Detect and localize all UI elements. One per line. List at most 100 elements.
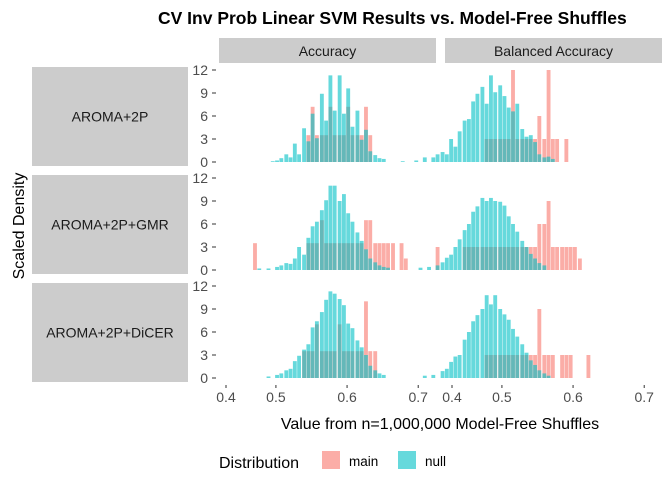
histogram-bar-null — [368, 151, 373, 162]
histogram-bar-null — [310, 327, 315, 378]
histogram-bar-null — [457, 355, 462, 378]
histogram-bar-null — [520, 129, 525, 162]
histogram-bar-null — [266, 376, 271, 378]
histogram-bar-null — [453, 247, 458, 270]
histogram-bar-null — [332, 185, 337, 270]
histogram-bar-null — [314, 138, 319, 162]
histogram-bar-null — [350, 221, 355, 270]
histogram-bar-null — [542, 373, 547, 378]
histogram-bar-null — [453, 356, 458, 378]
histogram-bar-null — [355, 232, 360, 270]
histogram-bar-null — [542, 265, 547, 270]
histogram-bar-main — [391, 243, 395, 270]
histogram-bar-main — [577, 258, 582, 270]
histogram-bar-null — [302, 254, 306, 270]
histogram-bar-null — [297, 154, 302, 162]
panel-aroma-2p-gmr-accuracy — [253, 185, 408, 270]
legend-label: main — [349, 454, 378, 469]
histogram-bar-null — [444, 368, 449, 378]
histogram-bar-null — [414, 160, 419, 162]
histogram-bar-null — [275, 266, 279, 270]
histogram-bar-null — [337, 75, 342, 162]
histogram-bar-null — [471, 211, 476, 270]
histogram-bar-null — [350, 126, 355, 162]
row-strip-aroma-2p: AROMA+2P — [32, 67, 188, 166]
histogram-bar-null — [449, 139, 454, 162]
legend-swatch — [322, 451, 340, 469]
row-strip-aroma-2p-dicer: AROMA+2P+DiCER — [32, 283, 188, 382]
histogram-bar-null — [364, 129, 368, 162]
histogram-bar-null — [498, 201, 503, 270]
histogram-bar-main — [542, 355, 547, 378]
y-tick-label: 3 — [200, 347, 208, 363]
histogram-bar-null — [400, 161, 405, 162]
x-tick-label: 0.7 — [634, 389, 654, 405]
strip-background — [32, 175, 188, 274]
x-tick-label: 0.4 — [442, 389, 462, 405]
histogram-bar-null — [537, 263, 542, 270]
histogram-bar-null — [342, 113, 346, 162]
y-tick-label: 0 — [200, 262, 208, 278]
x-tick-label: 0.4 — [216, 389, 236, 405]
histogram-bar-main — [364, 220, 368, 270]
histogram-bar-null — [511, 328, 515, 378]
column-strip-accuracy: Accuracy — [219, 38, 436, 63]
histogram-bar-null — [471, 101, 476, 162]
histogram-bar-null — [480, 86, 485, 162]
histogram-bar-main — [368, 220, 373, 270]
histogram-bar-null — [462, 230, 467, 270]
histogram-bar-null — [475, 206, 480, 270]
y-axis-title: Scaled Density — [11, 173, 28, 280]
histogram-bar-null — [440, 152, 445, 162]
panel-aroma-2p-gmr-balanced-accuracy — [418, 197, 582, 270]
y-tick-label: 3 — [200, 239, 208, 255]
histogram-bar-null — [457, 239, 462, 270]
y-tick-label: 0 — [200, 154, 208, 170]
histogram-bar-main — [368, 135, 373, 162]
histogram-bar-main — [435, 247, 440, 270]
histogram-bar-null — [498, 85, 503, 162]
y-tick-label: 12 — [192, 62, 208, 78]
legend-label: null — [425, 454, 446, 469]
histogram-bar-main — [381, 243, 386, 270]
histogram-bar-null — [502, 314, 507, 378]
histogram-bar-null — [418, 267, 423, 270]
histogram-bar-null — [324, 120, 329, 162]
histogram-bar-null — [431, 374, 436, 378]
histogram-bar-main — [564, 247, 569, 270]
histogram-bar-null — [355, 110, 360, 162]
x-tick-label: 0.5 — [266, 389, 286, 405]
histogram-bar-null — [480, 197, 485, 270]
histogram-bar-null — [506, 107, 511, 162]
histogram-bar-null — [302, 128, 306, 162]
histogram-bar-null — [520, 344, 525, 378]
histogram-bar-null — [493, 295, 498, 378]
histogram-bar-null — [275, 374, 279, 378]
histogram-bar-null — [368, 258, 373, 270]
histogram-bar-main — [368, 351, 373, 378]
histogram-bar-null — [342, 194, 346, 270]
histogram-bar-null — [359, 139, 364, 162]
histogram-bar-null — [284, 154, 289, 162]
histogram-bar-null — [449, 254, 454, 270]
legend-swatch — [398, 451, 416, 469]
x-tick-label: 0.7 — [408, 389, 428, 405]
y-tick-label: 6 — [200, 324, 208, 340]
histogram-bar-main — [537, 309, 542, 378]
histogram-bar-null — [528, 253, 533, 270]
histogram-bar-null — [533, 258, 537, 270]
histogram-bar-null — [381, 266, 386, 270]
y-tick-label: 9 — [200, 301, 208, 317]
y-tick-label: 12 — [192, 278, 208, 294]
histogram-bar-null — [502, 96, 507, 162]
histogram-bar-null — [310, 226, 315, 270]
histogram-bar-null — [314, 221, 319, 270]
histogram-bar-main — [542, 139, 547, 162]
histogram-bar-main — [253, 243, 257, 270]
histogram-bar-null — [502, 205, 507, 270]
histogram-bar-null — [292, 143, 297, 162]
y-tick-label: 6 — [200, 216, 208, 232]
histogram-bar-null — [310, 113, 315, 162]
row-strip-aroma-2p-gmr: AROMA+2P+GMR — [32, 175, 188, 274]
